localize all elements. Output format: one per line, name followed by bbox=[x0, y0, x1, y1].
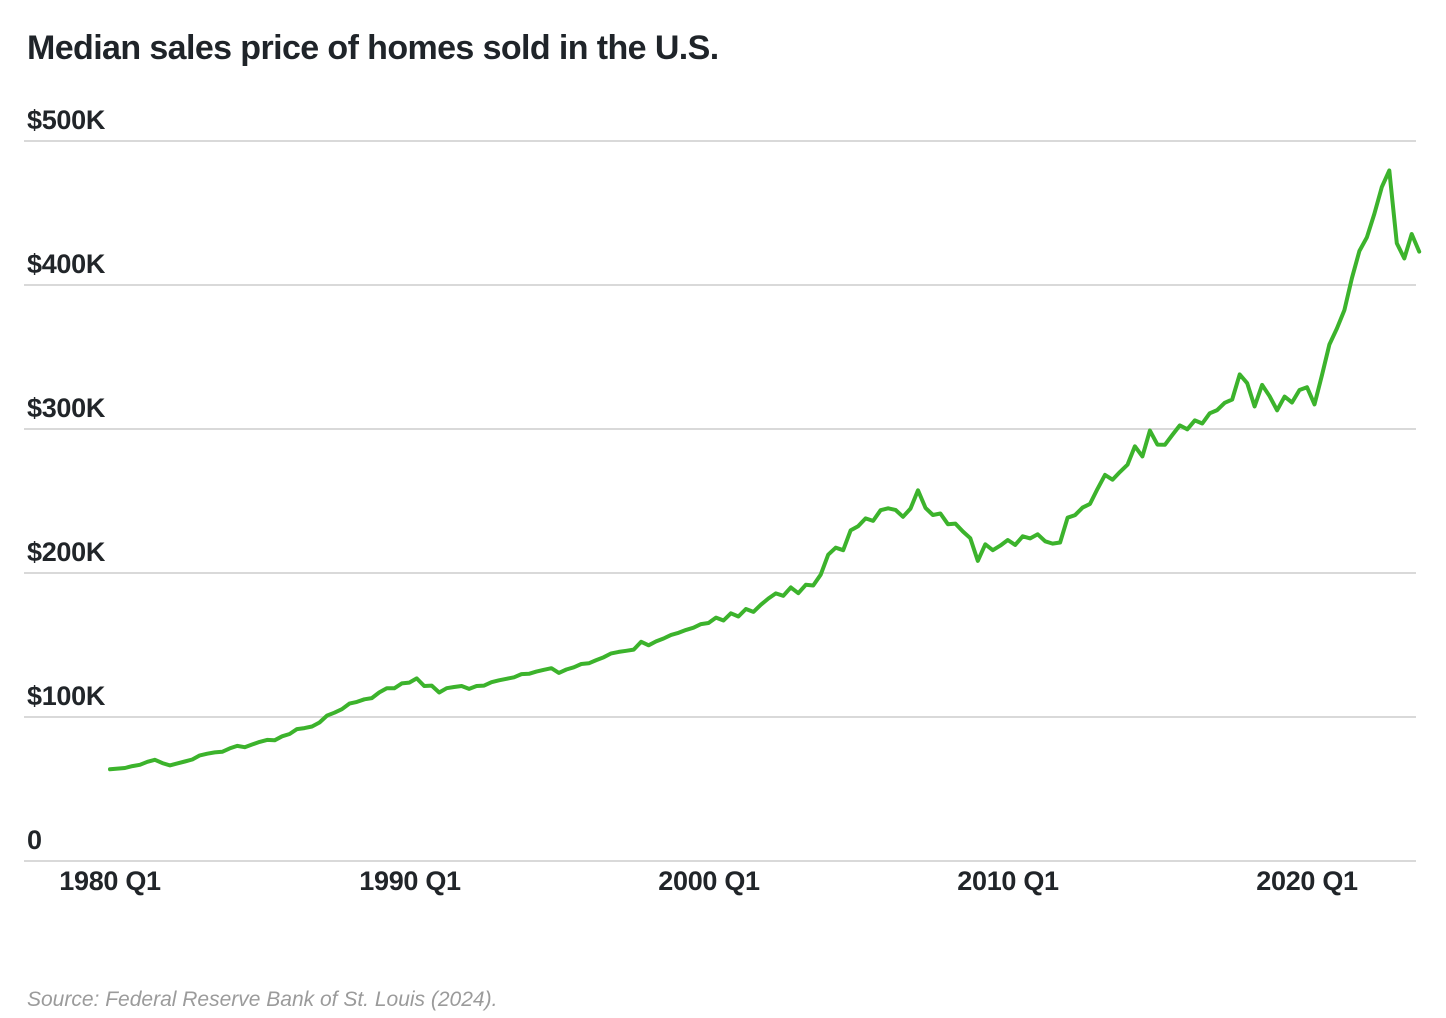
y-axis-tick-300k: $300K bbox=[27, 393, 106, 423]
source-note: Source: Federal Reserve Bank of St. Loui… bbox=[27, 988, 498, 1011]
x-axis-tick-2010q1: 2010 Q1 bbox=[957, 866, 1059, 896]
y-axis-tick-zero: 0 bbox=[27, 825, 42, 855]
y-axis-tick-400k: $400K bbox=[27, 249, 106, 279]
y-axis-tick-200k: $200K bbox=[27, 537, 106, 567]
y-axis-tick-500k: $500K bbox=[27, 105, 106, 135]
median-price-line bbox=[108, 168, 1422, 772]
y-axis-tick-100k: $100K bbox=[27, 681, 106, 711]
x-axis-tick-1980q1: 1980 Q1 bbox=[59, 866, 161, 896]
x-axis-tick-2020q1: 2020 Q1 bbox=[1256, 866, 1358, 896]
x-axis-tick-2000q1: 2000 Q1 bbox=[658, 866, 760, 896]
gridlines bbox=[24, 140, 1416, 862]
chart-title: Median sales price of homes sold in the … bbox=[27, 28, 719, 67]
x-axis-tick-1990q1: 1990 Q1 bbox=[359, 866, 461, 896]
